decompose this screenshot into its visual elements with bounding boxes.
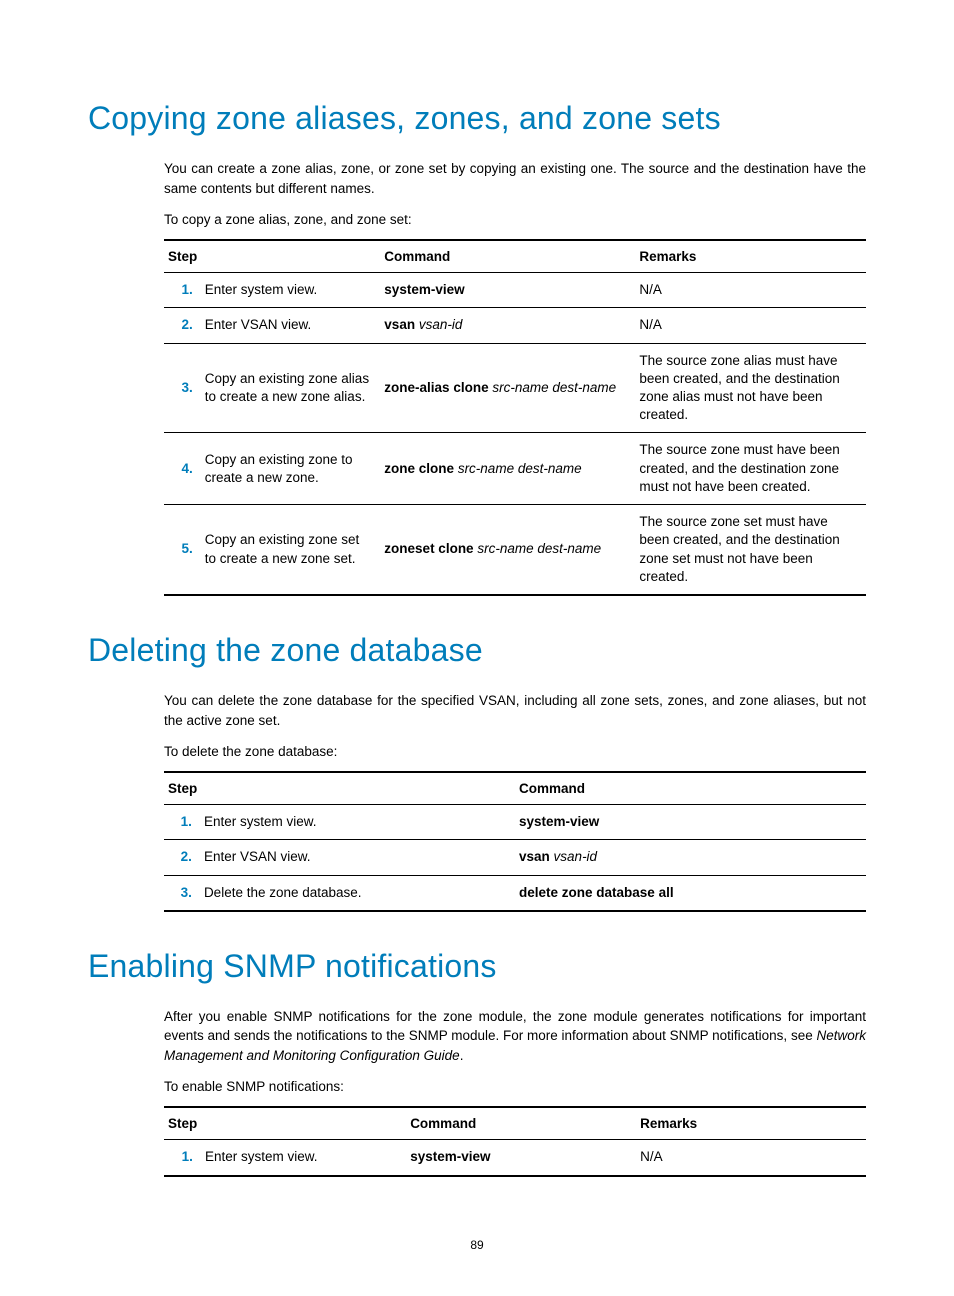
step-remarks: The source zone set must have been creat… <box>635 505 866 595</box>
table-header: Command <box>406 1107 636 1140</box>
section-body: You can create a zone alias, zone, or zo… <box>164 159 866 596</box>
step-description: Enter system view. <box>201 273 381 308</box>
lead-line: To delete the zone database: <box>164 744 866 759</box>
body-paragraph: You can delete the zone database for the… <box>164 691 866 730</box>
table-row: 2.Enter VSAN view.vsan vsan-idN/A <box>164 308 866 343</box>
step-number: 1. <box>164 273 201 308</box>
step-number: 3. <box>164 343 201 433</box>
table-row: 2.Enter VSAN view.vsan vsan-id <box>164 840 866 875</box>
steps-table: StepCommandRemarks1.Enter system view.sy… <box>164 1106 866 1176</box>
table-row: 3.Delete the zone database.delete zone d… <box>164 875 866 911</box>
step-number: 2. <box>164 840 200 875</box>
step-description: Copy an existing zone to create a new zo… <box>201 433 381 505</box>
step-command: vsan vsan-id <box>380 308 635 343</box>
page-number: 89 <box>0 1238 954 1252</box>
step-description: Enter system view. <box>201 1140 406 1176</box>
step-remarks: N/A <box>635 273 866 308</box>
step-description: Enter VSAN view. <box>200 840 515 875</box>
lead-line: To copy a zone alias, zone, and zone set… <box>164 212 866 227</box>
step-number: 4. <box>164 433 201 505</box>
step-remarks: N/A <box>635 308 866 343</box>
section-heading: Enabling SNMP notifications <box>88 948 866 985</box>
table-header: Step <box>164 240 380 273</box>
step-command: system-view <box>406 1140 636 1176</box>
table-row: 1.Enter system view.system-viewN/A <box>164 1140 866 1176</box>
step-description: Delete the zone database. <box>200 875 515 911</box>
table-header: Command <box>380 240 635 273</box>
table-header: Remarks <box>635 240 866 273</box>
step-number: 1. <box>164 1140 201 1176</box>
step-command: zone clone src-name dest-name <box>380 433 635 505</box>
table-header: Command <box>515 772 866 805</box>
step-description: Enter VSAN view. <box>201 308 381 343</box>
table-row: 5.Copy an existing zone set to create a … <box>164 505 866 595</box>
step-description: Enter system view. <box>200 805 515 840</box>
step-number: 3. <box>164 875 200 911</box>
step-remarks: The source zone alias must have been cre… <box>635 343 866 433</box>
table-header: Step <box>164 772 515 805</box>
step-command: zone-alias clone src-name dest-name <box>380 343 635 433</box>
section-heading: Deleting the zone database <box>88 632 866 669</box>
step-command: vsan vsan-id <box>515 840 866 875</box>
step-command: zoneset clone src-name dest-name <box>380 505 635 595</box>
section-body: After you enable SNMP notifications for … <box>164 1007 866 1177</box>
step-command: system-view <box>515 805 866 840</box>
section-body: You can delete the zone database for the… <box>164 691 866 912</box>
step-remarks: N/A <box>636 1140 866 1176</box>
step-remarks: The source zone must have been created, … <box>635 433 866 505</box>
steps-table: StepCommandRemarks1.Enter system view.sy… <box>164 239 866 596</box>
table-row: 3.Copy an existing zone alias to create … <box>164 343 866 433</box>
step-command: system-view <box>380 273 635 308</box>
table-header: Remarks <box>636 1107 866 1140</box>
steps-table: StepCommand1.Enter system view.system-vi… <box>164 771 866 912</box>
step-number: 5. <box>164 505 201 595</box>
step-description: Copy an existing zone alias to create a … <box>201 343 381 433</box>
step-description: Copy an existing zone set to create a ne… <box>201 505 381 595</box>
table-row: 1.Enter system view.system-view <box>164 805 866 840</box>
table-row: 1.Enter system view.system-viewN/A <box>164 273 866 308</box>
table-row: 4.Copy an existing zone to create a new … <box>164 433 866 505</box>
step-number: 2. <box>164 308 201 343</box>
section-heading: Copying zone aliases, zones, and zone se… <box>88 100 866 137</box>
table-header: Step <box>164 1107 406 1140</box>
body-paragraph: You can create a zone alias, zone, or zo… <box>164 159 866 198</box>
lead-line: To enable SNMP notifications: <box>164 1079 866 1094</box>
step-command: delete zone database all <box>515 875 866 911</box>
body-paragraph: After you enable SNMP notifications for … <box>164 1007 866 1066</box>
step-number: 1. <box>164 805 200 840</box>
